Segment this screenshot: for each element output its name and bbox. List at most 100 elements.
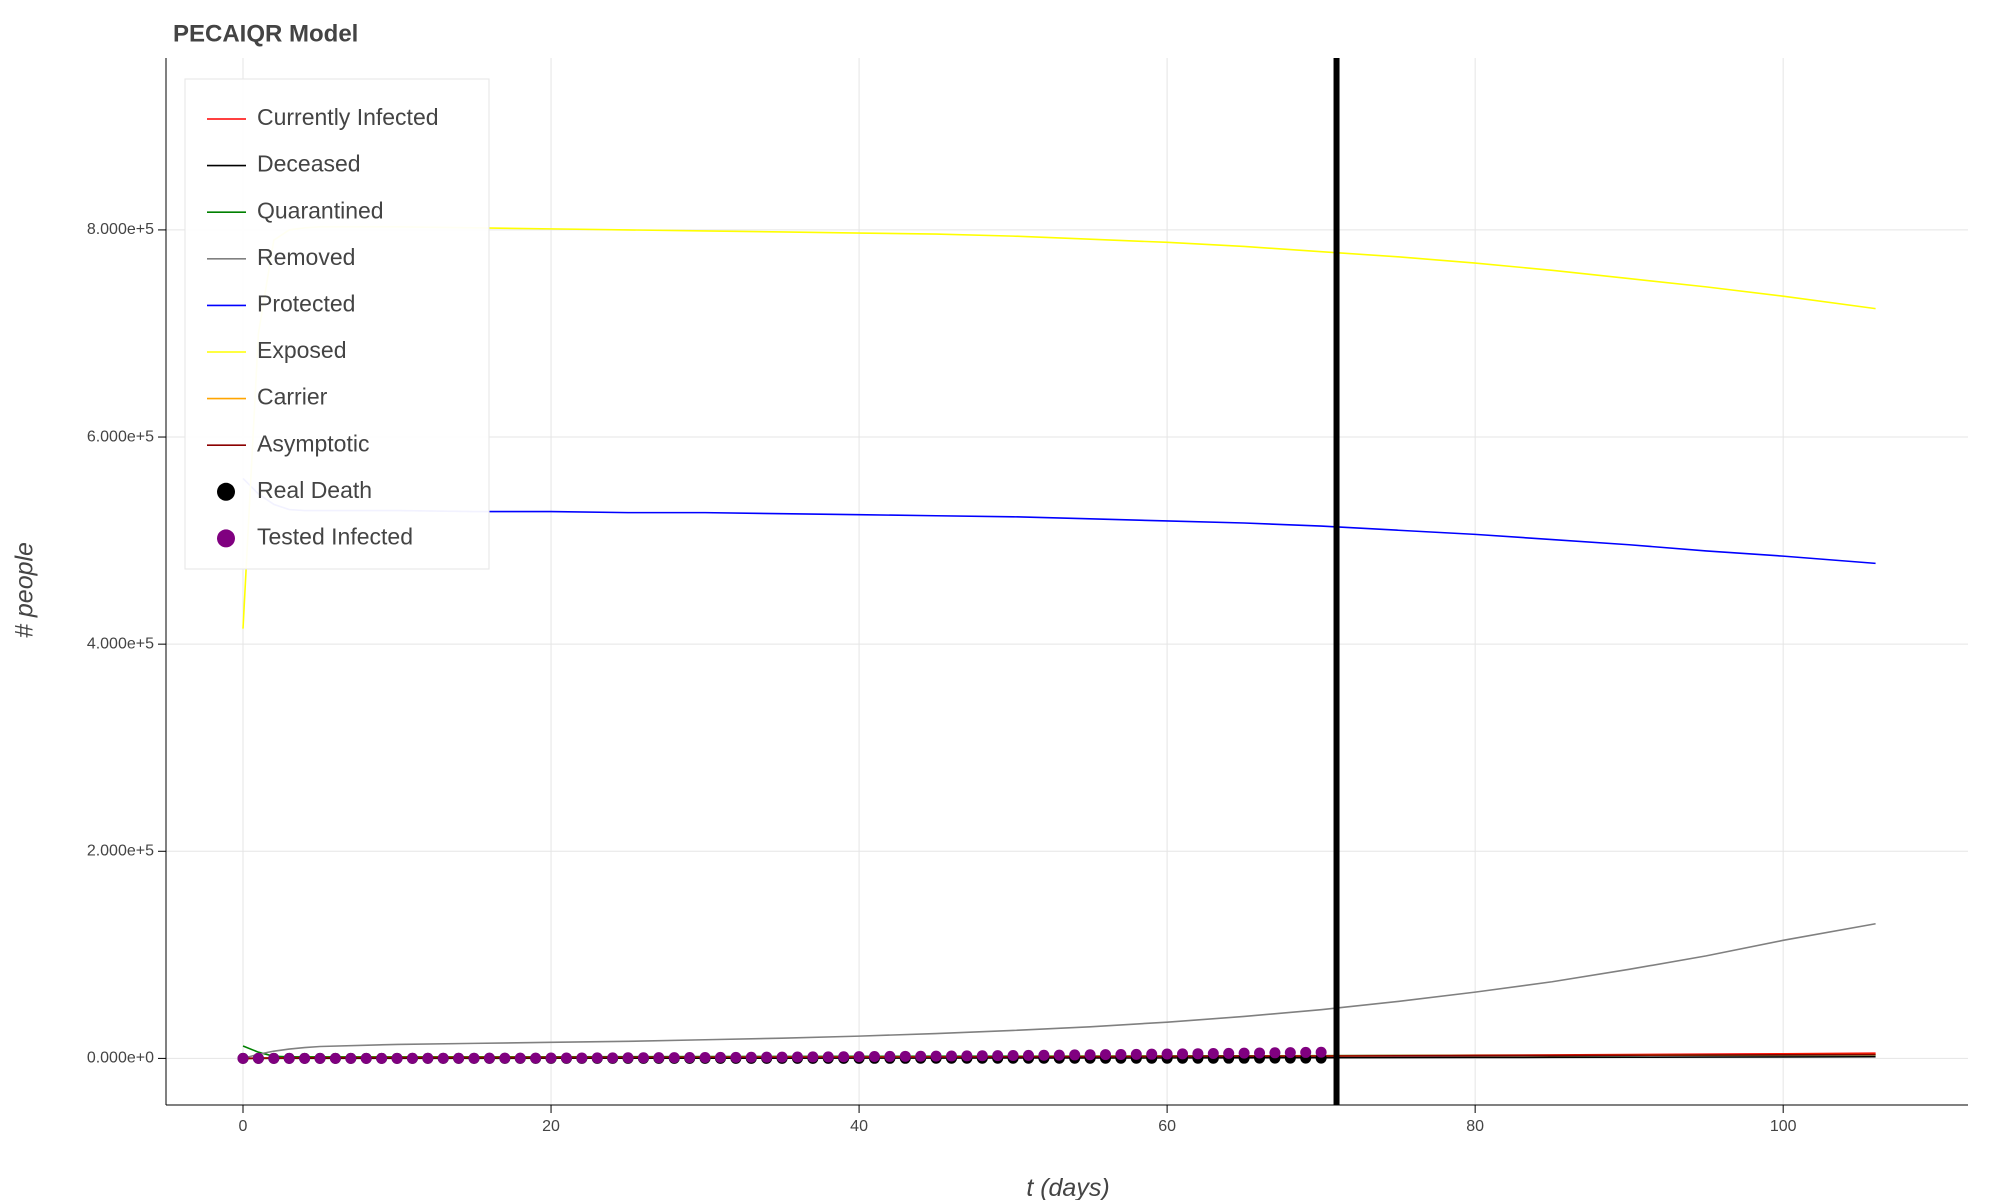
plot-area	[237, 58, 1876, 1105]
point	[684, 1052, 696, 1064]
point	[1069, 1049, 1081, 1061]
point	[822, 1051, 834, 1063]
point	[1238, 1047, 1250, 1059]
point	[1300, 1046, 1312, 1058]
legend-label: Asymptotic	[257, 430, 369, 456]
point	[791, 1051, 803, 1063]
point	[468, 1052, 480, 1064]
point	[699, 1051, 711, 1063]
point	[668, 1052, 680, 1064]
point	[1100, 1049, 1112, 1061]
point	[915, 1050, 927, 1062]
point	[237, 1052, 249, 1064]
point	[838, 1051, 850, 1063]
point	[576, 1052, 588, 1064]
point	[437, 1052, 449, 1064]
y-tick-label: 6.000e+5	[87, 428, 154, 445]
point	[530, 1052, 542, 1064]
point	[391, 1052, 403, 1064]
axes: 0 20 40 60 80 100 0.000e+0 2.000e+5 4.000e+5 6.00…	[87, 221, 1797, 1135]
point	[1038, 1049, 1050, 1061]
point	[1084, 1049, 1096, 1061]
point	[653, 1052, 665, 1064]
legend-label: Carrier	[257, 384, 328, 410]
point	[1161, 1048, 1173, 1060]
point	[976, 1050, 988, 1062]
x-tick-label: 20	[542, 1118, 560, 1135]
point	[1254, 1047, 1266, 1059]
point	[961, 1050, 973, 1062]
x-tick-label: 80	[1466, 1118, 1484, 1135]
y-tick-label: 0.000e+0	[87, 1050, 154, 1067]
point	[283, 1052, 295, 1064]
series-line	[242, 922, 1876, 1060]
point	[1177, 1048, 1189, 1060]
point	[483, 1052, 495, 1064]
y-tick-label: 8.000e+5	[87, 221, 154, 238]
point	[853, 1051, 865, 1063]
point	[622, 1052, 634, 1064]
point	[314, 1052, 326, 1064]
point	[992, 1050, 1004, 1062]
point	[1130, 1048, 1142, 1060]
point	[1007, 1049, 1019, 1061]
point	[1223, 1047, 1235, 1059]
point	[1053, 1049, 1065, 1061]
point	[1207, 1048, 1219, 1060]
y-axis-label: # people	[11, 542, 39, 638]
point	[422, 1052, 434, 1064]
point	[560, 1052, 572, 1064]
point	[607, 1052, 619, 1064]
legend-marker	[217, 529, 235, 548]
legend-label: Deceased	[257, 151, 361, 177]
point	[1022, 1049, 1034, 1061]
point	[807, 1051, 819, 1063]
point	[268, 1052, 280, 1064]
legend-label: Exposed	[257, 337, 347, 363]
y-tick-label: 2.000e+5	[87, 842, 154, 859]
point	[884, 1050, 896, 1062]
point	[1269, 1047, 1281, 1059]
point	[345, 1052, 357, 1064]
point	[761, 1051, 773, 1063]
point	[299, 1052, 311, 1064]
point	[945, 1050, 957, 1062]
legend-label: Tested Infected	[257, 523, 413, 549]
point	[453, 1052, 465, 1064]
point	[1146, 1048, 1158, 1060]
point	[406, 1052, 418, 1064]
x-tick-label: 0	[239, 1118, 248, 1135]
point	[776, 1051, 788, 1063]
legend: Currently Infected Deceased Quarantined Rem…	[184, 78, 490, 570]
y-tick-label: 4.000e+5	[87, 635, 154, 652]
legend-label: Quarantined	[257, 197, 384, 223]
point	[591, 1052, 603, 1064]
legend-label: Real Death	[257, 477, 372, 503]
x-tick-label: 60	[1158, 1118, 1176, 1135]
legend-label: Removed	[257, 244, 355, 270]
point	[1115, 1048, 1127, 1060]
legend-box	[184, 78, 490, 570]
point	[499, 1052, 511, 1064]
point	[360, 1052, 372, 1064]
point	[514, 1052, 526, 1064]
chart-title: PECAIQR Model	[173, 20, 358, 47]
point	[252, 1052, 264, 1064]
point	[745, 1051, 757, 1063]
legend-label: Currently Infected	[257, 104, 439, 130]
x-axis-label: t (days)	[1026, 1174, 1109, 1200]
point	[545, 1052, 557, 1064]
point	[637, 1052, 649, 1064]
point	[1315, 1046, 1327, 1058]
point	[868, 1051, 880, 1063]
legend-label: Protected	[257, 290, 355, 316]
point	[1192, 1048, 1204, 1060]
point	[730, 1051, 742, 1063]
point	[329, 1052, 341, 1064]
x-tick-label: 40	[850, 1118, 868, 1135]
point	[930, 1050, 942, 1062]
point	[714, 1051, 726, 1063]
point	[899, 1050, 911, 1062]
point	[1284, 1047, 1296, 1059]
